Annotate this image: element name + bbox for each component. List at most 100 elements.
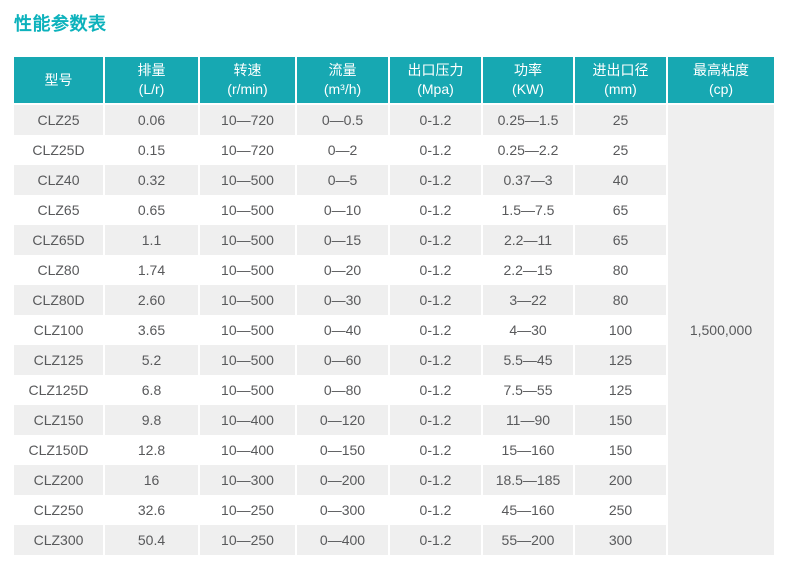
- port-diameter-cell: 125: [575, 345, 668, 375]
- header-speed: 转速 (r/min): [200, 57, 297, 105]
- port-diameter-cell: 25: [575, 135, 668, 165]
- outlet-pressure-cell: 0-1.2: [390, 495, 483, 525]
- table-row: CLZ250 32.6 10—250 0—300 0-1.2 45—160 250: [14, 495, 774, 525]
- outlet-pressure-cell: 0-1.2: [390, 465, 483, 495]
- power-cell: 7.5—55: [483, 375, 575, 405]
- flow-cell: 0—300: [297, 495, 390, 525]
- speed-cell: 10—500: [200, 285, 297, 315]
- model-cell: CLZ65D: [14, 225, 105, 255]
- port-diameter-cell: 125: [575, 375, 668, 405]
- model-cell: CLZ125: [14, 345, 105, 375]
- header-max-viscosity: 最高粘度 (cp): [668, 57, 774, 105]
- power-cell: 1.5—7.5: [483, 195, 575, 225]
- model-cell: CLZ150: [14, 405, 105, 435]
- header-port-diameter-unit: (mm): [604, 81, 637, 97]
- header-outlet-pressure-unit: (Mpa): [417, 81, 454, 97]
- outlet-pressure-cell: 0-1.2: [390, 285, 483, 315]
- port-diameter-cell: 250: [575, 495, 668, 525]
- header-power-unit: (KW): [512, 81, 544, 97]
- power-cell: 0.37—3: [483, 165, 575, 195]
- speed-cell: 10—500: [200, 255, 297, 285]
- header-model: 型号: [14, 57, 105, 105]
- speed-cell: 10—250: [200, 495, 297, 525]
- model-cell: CLZ80D: [14, 285, 105, 315]
- power-cell: 11—90: [483, 405, 575, 435]
- displacement-cell: 0.15: [105, 135, 200, 165]
- table-row: CLZ150D 12.8 10—400 0—150 0-1.2 15—160 150: [14, 435, 774, 465]
- outlet-pressure-cell: 0-1.2: [390, 165, 483, 195]
- table-row: CLZ125 5.2 10—500 0—60 0-1.2 5.5—45 125: [14, 345, 774, 375]
- flow-cell: 0—20: [297, 255, 390, 285]
- port-diameter-cell: 100: [575, 315, 668, 345]
- table-row: CLZ150 9.8 10—400 0—120 0-1.2 11—90 150: [14, 405, 774, 435]
- outlet-pressure-cell: 0-1.2: [390, 105, 483, 135]
- model-cell: CLZ65: [14, 195, 105, 225]
- displacement-cell: 32.6: [105, 495, 200, 525]
- table-row: CLZ80 1.74 10—500 0—20 0-1.2 2.2—15 80: [14, 255, 774, 285]
- outlet-pressure-cell: 0-1.2: [390, 135, 483, 165]
- speed-cell: 10—400: [200, 405, 297, 435]
- power-cell: 4—30: [483, 315, 575, 345]
- power-cell: 55—200: [483, 525, 575, 555]
- power-cell: 15—160: [483, 435, 575, 465]
- table-row: CLZ200 16 10—300 0—200 0-1.2 18.5—185 200: [14, 465, 774, 495]
- port-diameter-cell: 200: [575, 465, 668, 495]
- displacement-cell: 0.65: [105, 195, 200, 225]
- table-row: CLZ300 50.4 10—250 0—400 0-1.2 55—200 300: [14, 525, 774, 555]
- displacement-cell: 5.2: [105, 345, 200, 375]
- speed-cell: 10—500: [200, 315, 297, 345]
- flow-cell: 0—200: [297, 465, 390, 495]
- model-cell: CLZ125D: [14, 375, 105, 405]
- model-cell: CLZ250: [14, 495, 105, 525]
- page-title: 性能参数表: [14, 14, 107, 34]
- speed-cell: 10—300: [200, 465, 297, 495]
- displacement-cell: 9.8: [105, 405, 200, 435]
- port-diameter-cell: 150: [575, 435, 668, 465]
- outlet-pressure-cell: 0-1.2: [390, 195, 483, 225]
- table-row: CLZ40 0.32 10—500 0—5 0-1.2 0.37—3 40: [14, 165, 774, 195]
- flow-cell: 0—10: [297, 195, 390, 225]
- model-cell: CLZ25: [14, 105, 105, 135]
- outlet-pressure-cell: 0-1.2: [390, 405, 483, 435]
- flow-cell: 0—400: [297, 525, 390, 555]
- displacement-cell: 2.60: [105, 285, 200, 315]
- model-cell: CLZ40: [14, 165, 105, 195]
- table-row: CLZ25D 0.15 10—720 0—2 0-1.2 0.25—2.2 25: [14, 135, 774, 165]
- displacement-cell: 3.65: [105, 315, 200, 345]
- port-diameter-cell: 300: [575, 525, 668, 555]
- power-cell: 0.25—1.5: [483, 105, 575, 135]
- table-body: CLZ25 0.06 10—720 0—0.5 0-1.2 0.25—1.5 25 1,500…: [14, 105, 774, 555]
- speed-cell: 10—500: [200, 345, 297, 375]
- outlet-pressure-cell: 0-1.2: [390, 225, 483, 255]
- speed-cell: 10—720: [200, 105, 297, 135]
- outlet-pressure-cell: 0-1.2: [390, 435, 483, 465]
- power-cell: 45—160: [483, 495, 575, 525]
- port-diameter-cell: 80: [575, 285, 668, 315]
- table-header: 型号 排量 (L/r) 转速 (r/min) 流量 (m³/h) 出口压力: [14, 57, 774, 105]
- displacement-cell: 1.74: [105, 255, 200, 285]
- model-cell: CLZ100: [14, 315, 105, 345]
- displacement-cell: 0.06: [105, 105, 200, 135]
- displacement-cell: 12.8: [105, 435, 200, 465]
- max-viscosity-merged-cell: 1,500,000: [668, 105, 774, 555]
- header-port-diameter-label: 进出口径: [592, 62, 649, 79]
- flow-cell: 0—150: [297, 435, 390, 465]
- table-row: CLZ65 0.65 10—500 0—10 0-1.2 1.5—7.5 65: [14, 195, 774, 225]
- flow-cell: 0—30: [297, 285, 390, 315]
- model-cell: CLZ150D: [14, 435, 105, 465]
- displacement-cell: 0.32: [105, 165, 200, 195]
- model-cell: CLZ80: [14, 255, 105, 285]
- table-row: CLZ125D 6.8 10—500 0—80 0-1.2 7.5—55 125: [14, 375, 774, 405]
- flow-cell: 0—120: [297, 405, 390, 435]
- header-row: 型号 排量 (L/r) 转速 (r/min) 流量 (m³/h) 出口压力: [14, 57, 774, 105]
- header-power-label: 功率: [514, 62, 542, 79]
- model-cell: CLZ25D: [14, 135, 105, 165]
- flow-cell: 0—2: [297, 135, 390, 165]
- header-max-viscosity-label: 最高粘度: [693, 62, 749, 79]
- header-flow-label: 流量: [328, 62, 357, 79]
- flow-cell: 0—15: [297, 225, 390, 255]
- power-cell: 0.25—2.2: [483, 135, 575, 165]
- outlet-pressure-cell: 0-1.2: [390, 375, 483, 405]
- power-cell: 2.2—15: [483, 255, 575, 285]
